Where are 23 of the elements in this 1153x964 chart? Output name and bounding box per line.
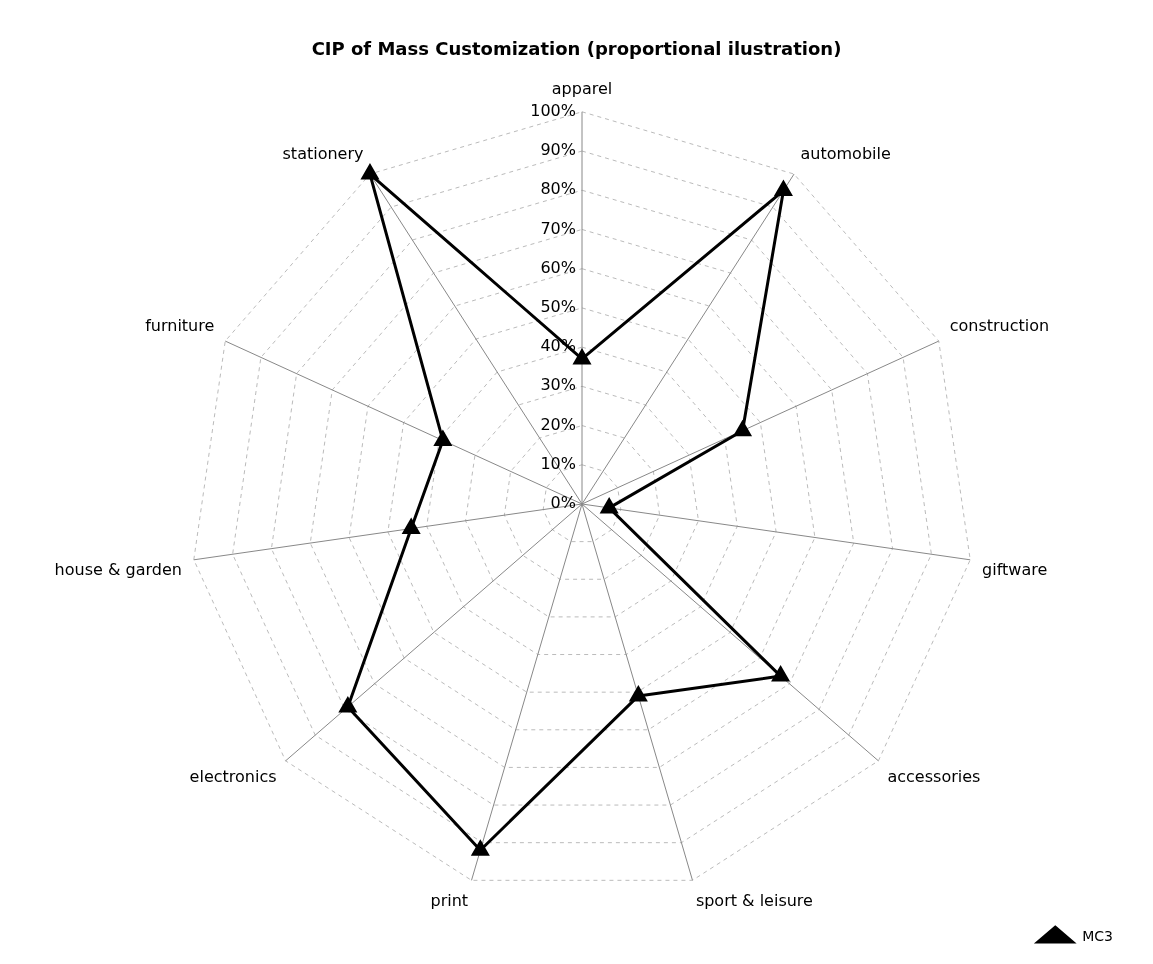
chart-title: CIP of Mass Customization (proportional ilustration): [311, 38, 842, 60]
spoke-label: print: [430, 890, 469, 910]
spoke-label: giftware: [982, 560, 1048, 580]
spoke-label: electronics: [189, 767, 277, 787]
spoke-label: automobile: [800, 143, 891, 163]
y-tick-label: 70%: [540, 218, 576, 238]
spoke-label: sport & leisure: [695, 890, 813, 910]
y-tick-label: 20%: [540, 414, 576, 434]
legend-label: MC3: [1082, 927, 1113, 944]
y-tick-label: 100%: [530, 100, 576, 120]
y-tick-label: 90%: [540, 140, 576, 160]
spoke-label: stationery: [282, 143, 364, 163]
y-tick-label: 30%: [540, 375, 576, 395]
spoke-label: furniture: [145, 315, 215, 335]
y-tick-label: 60%: [540, 257, 576, 277]
y-tick-label: 80%: [540, 179, 576, 199]
y-tick-label: 10%: [540, 453, 576, 473]
spoke-label: construction: [949, 315, 1050, 335]
spoke-label: accessories: [887, 767, 981, 787]
y-tick-label: 50%: [540, 297, 576, 317]
y-tick-label: 0%: [550, 493, 576, 513]
spoke-label: apparel: [551, 79, 613, 99]
spoke-label: house & garden: [54, 560, 182, 580]
